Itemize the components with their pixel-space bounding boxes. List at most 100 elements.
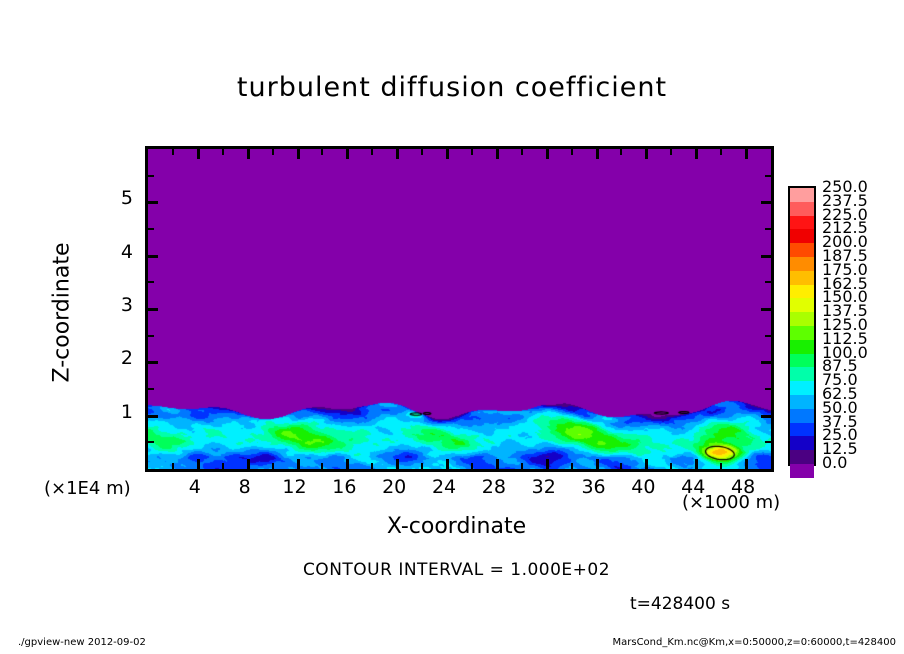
colorbar-tick-label: 112.5 [822,328,868,348]
time-stamp-label: t=428400 s [630,594,731,614]
x-axis-tick [346,459,350,469]
x-axis-tick-label: 12 [282,476,307,498]
colorbar-tick-label: 87.5 [822,356,858,376]
x-axis-tick-top [620,149,623,155]
colorbar-band [790,201,814,216]
colorbar-band [790,450,814,464]
x-axis-tick-top [271,149,274,155]
colorbar-band [790,243,814,257]
x-axis-unit-label: (×1000 m) [682,492,781,513]
x-axis-tick-label: 48 [730,476,756,498]
y-axis-tick-label: 4 [120,240,133,263]
colorbar-tick-label: 150.0 [822,287,868,307]
y-axis-tick [148,414,158,418]
colorbar-band [790,215,814,230]
x-axis-tick-label: 20 [382,476,407,498]
colorbar-band [790,422,814,437]
plot-area [145,146,774,472]
y-axis-tick [148,334,154,337]
colorbar-tick-label: 212.5 [822,218,868,238]
colorbar-band [790,353,814,368]
x-axis-tick [720,463,723,469]
colorbar-tick-label: 200.0 [822,232,868,252]
colorbar-band [790,436,814,451]
x-axis-tick-label: 44 [681,476,706,498]
y-axis-tick [148,308,158,311]
heatmap-canvas [148,149,771,469]
x-axis-tick [645,459,649,469]
x-axis-tick [520,463,523,469]
x-axis-tick [446,459,450,469]
y-axis-tick [148,388,154,390]
colorbar-tick-label: 125.0 [822,315,868,334]
colorbar-tick-label: 75.0 [822,370,858,390]
y-axis-tick-label: 1 [120,400,133,423]
x-axis-tick-label: 28 [481,476,506,498]
colorbar-tick-label: 0.0 [822,453,848,472]
colorbar-tick-label: 187.5 [822,246,868,265]
x-axis-tick [296,459,300,469]
y-axis-tick [148,281,154,284]
colorbar-band [790,312,814,326]
footer-source-label: MarsCond_Km.nc@Km,x=0:50000,z=0:60000,t=… [612,637,897,648]
colorbar-tick-label: 25.0 [822,425,858,445]
x-axis-tick [670,463,673,469]
colorbar-band [790,381,814,395]
x-axis-tick-top [246,149,250,159]
x-axis-tick-top [196,149,200,159]
x-axis-tick-top [745,149,749,159]
x-axis-tick-top [645,149,649,159]
x-axis-tick [470,463,473,469]
colorbar-tick-label: 50.0 [822,397,858,417]
colorbar-band [790,463,814,478]
colorbar-tick-label: 37.5 [822,411,858,431]
x-axis-tick-label: 24 [431,476,457,498]
colorbar-band [790,325,814,340]
y-axis-tick [148,174,154,177]
x-axis-tick [321,463,324,469]
y-axis-tick-label: 5 [120,187,133,210]
x-axis-tick-top [570,149,573,155]
y-axis-tick-right [761,254,771,258]
footer-command-label: ./gpview-new 2012-09-02 [18,637,146,648]
x-axis-tick-top [695,149,699,159]
page-title: turbulent diffusion coefficient [236,72,668,103]
colorbar-band [790,367,814,382]
x-axis-tick-top [670,149,673,155]
x-axis-tick [246,459,250,469]
x-axis-tick-top [396,149,400,159]
x-axis-tick [371,463,374,469]
x-axis-tick-label: 16 [332,476,357,498]
colorbar-band [790,408,814,423]
x-axis-tick-top [495,149,499,159]
colorbar-band [790,270,814,285]
x-axis-tick-top [595,149,599,159]
y-axis-tick [148,441,154,444]
y-axis-title: Z-coordinate [49,242,75,383]
y-axis-tick [148,254,158,258]
x-axis-tick [396,459,400,469]
x-axis-tick-top [421,149,424,155]
x-axis-tick [271,463,274,469]
colorbar-band [790,229,814,244]
x-axis-tick [745,459,749,469]
contour-interval-label: CONTOUR INTERVAL = 1.000E+02 [302,560,611,580]
x-axis-tick [695,459,699,469]
y-axis-tick-label: 2 [120,347,133,370]
colorbar-tick-label: 162.5 [822,273,868,293]
x-axis-title: X-coordinate [386,514,527,539]
x-axis-tick-top [520,149,523,155]
x-axis-tick [196,459,200,469]
colorbar-tick-label: 62.5 [822,384,858,403]
y-axis-tick-right [761,414,771,418]
colorbar [788,186,816,478]
x-axis-tick-label: 36 [581,476,606,498]
y-axis-tick-right [765,334,771,337]
colorbar-band [790,256,814,271]
x-axis-tick-top [545,149,549,159]
y-axis-tick-right [765,441,771,444]
x-axis-tick-label: 4 [188,476,201,498]
y-axis-tick [148,228,154,230]
x-axis-tick-top [221,149,224,155]
x-axis-tick [545,459,549,469]
